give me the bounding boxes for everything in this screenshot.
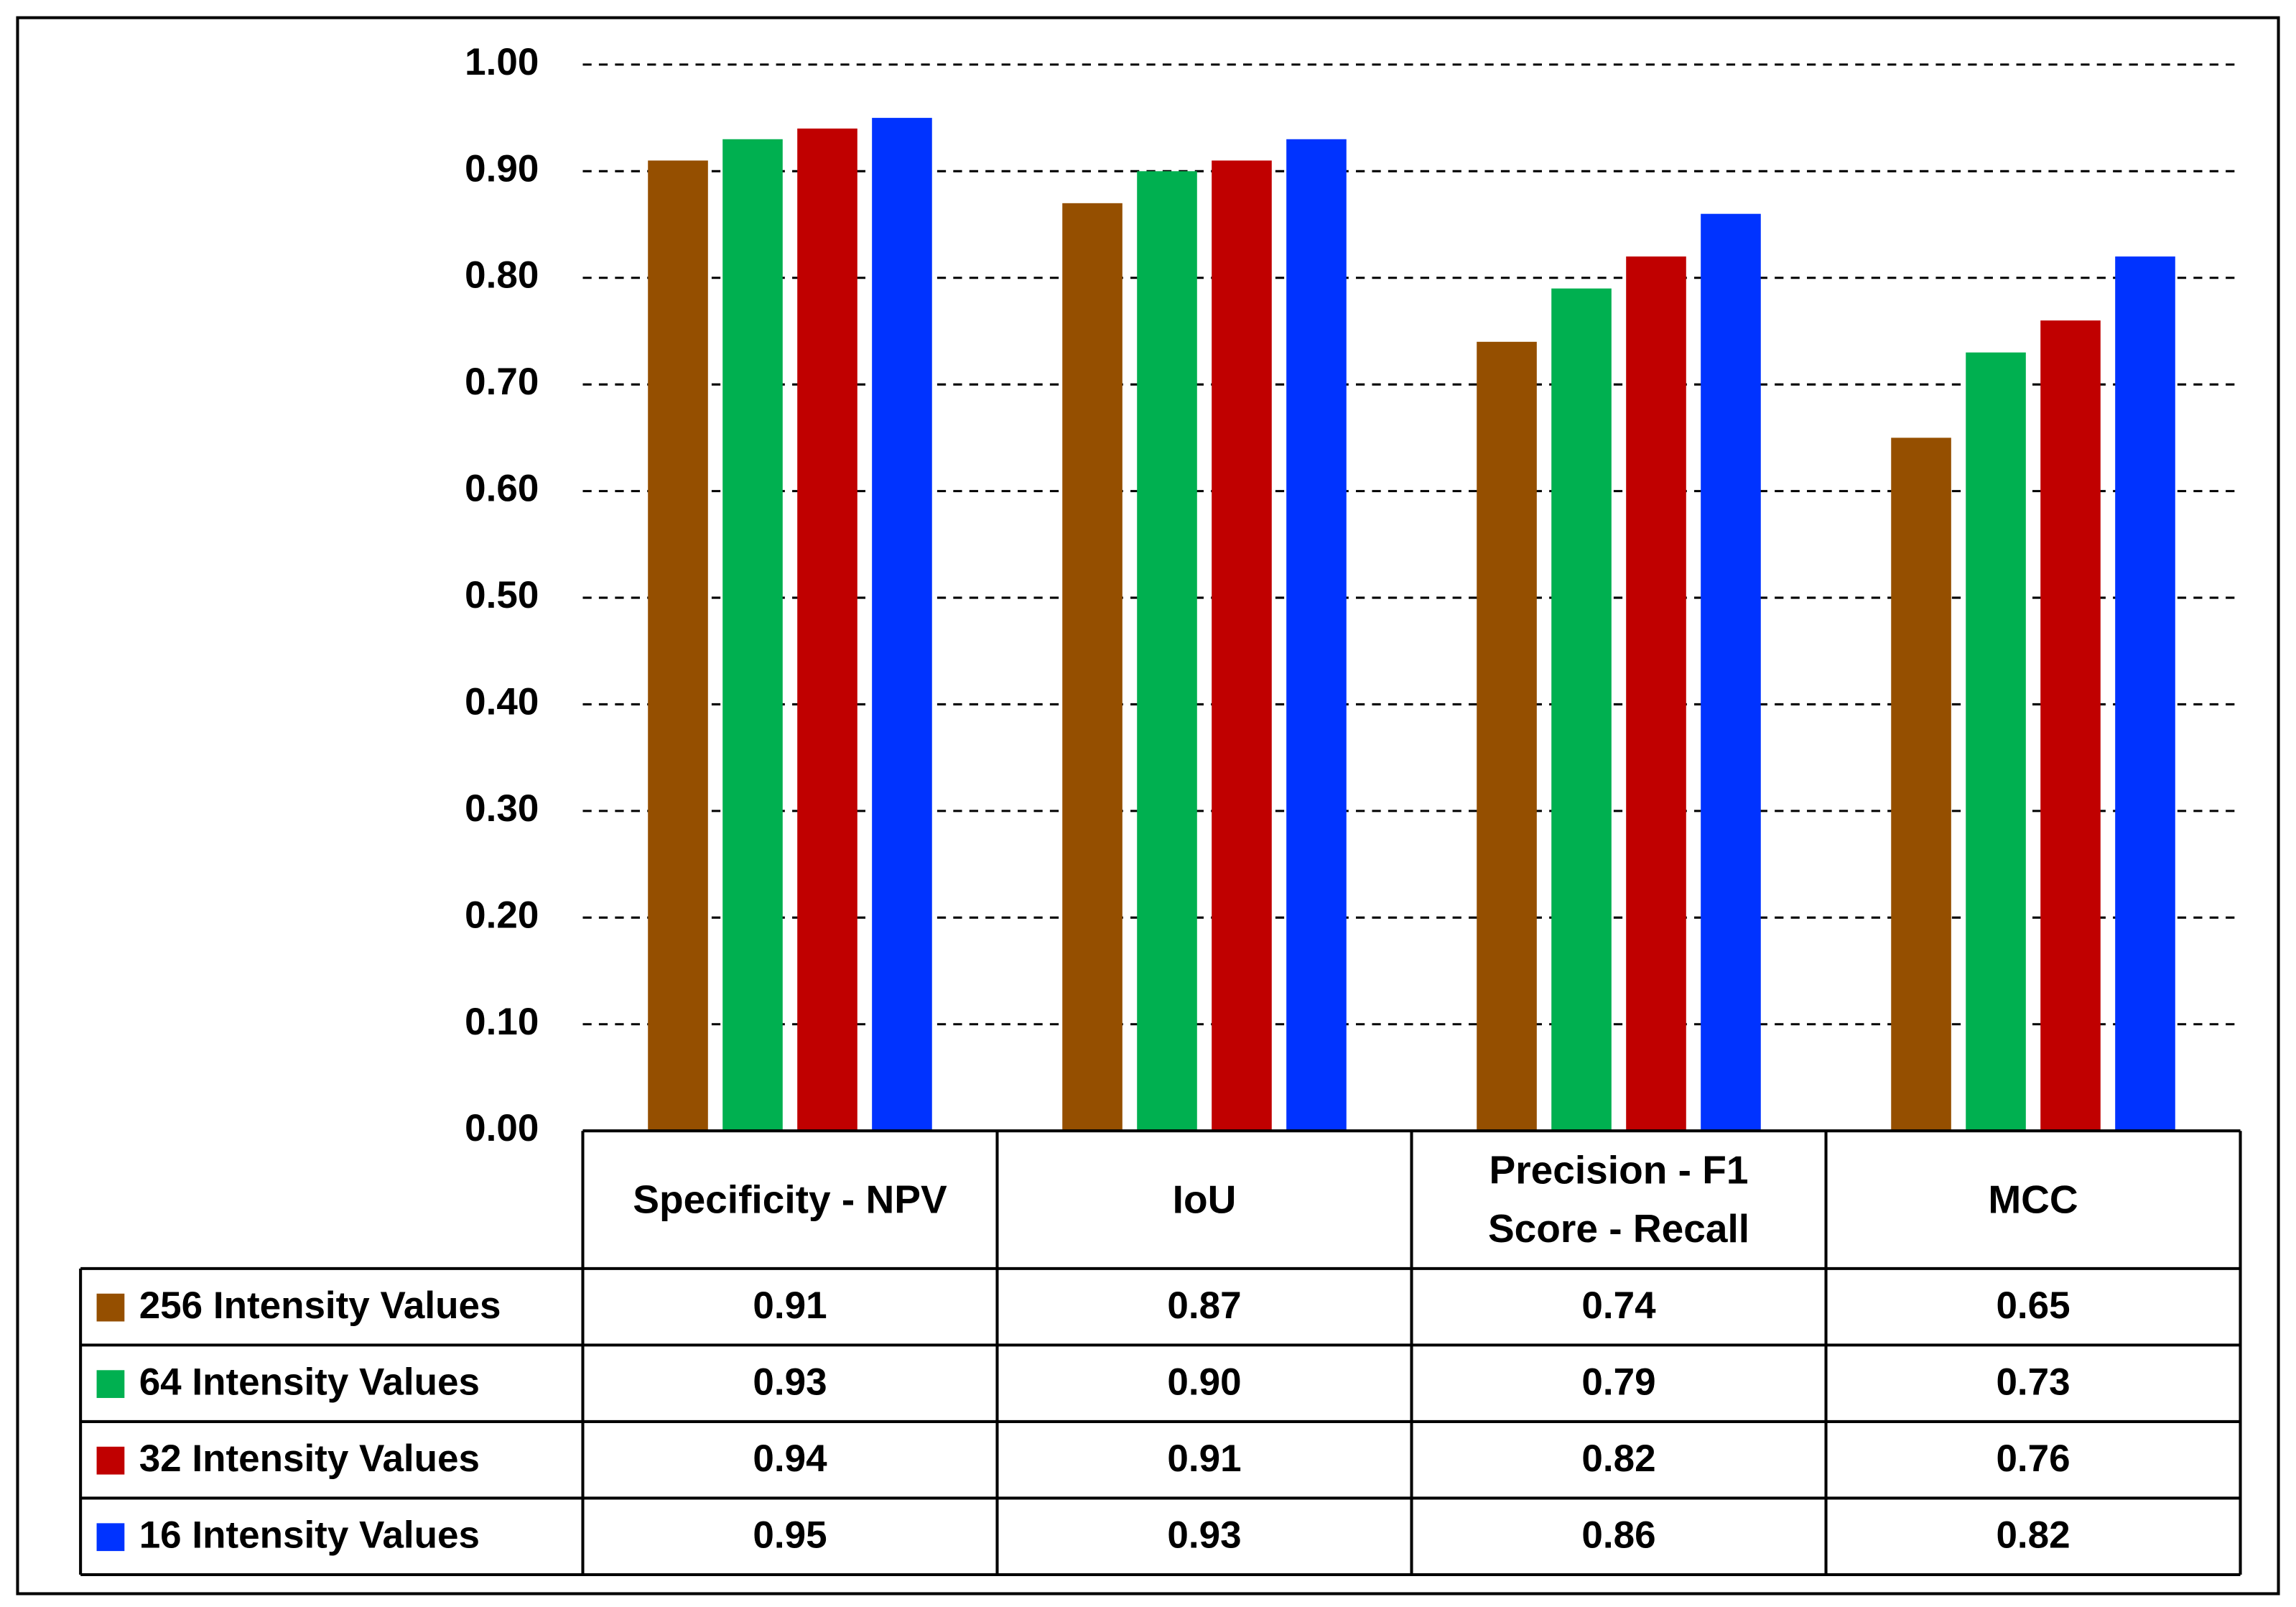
legend-swatch: [96, 1446, 125, 1475]
table-value: 0.95: [753, 1514, 827, 1557]
table-value: 0.93: [1167, 1514, 1241, 1557]
y-tick-label: 0.30: [465, 787, 539, 830]
bar: [1062, 203, 1123, 1131]
bar: [1477, 341, 1537, 1131]
y-tick-label: 1.00: [465, 41, 539, 83]
bar: [2115, 256, 2175, 1131]
bar: [1966, 352, 2026, 1131]
table-value: 0.76: [1996, 1437, 2070, 1480]
x-tick-label-box: MCC: [1988, 1177, 2078, 1222]
table-value: 0.86: [1581, 1514, 1655, 1557]
table-value: 0.82: [1581, 1437, 1655, 1480]
table-value: 0.87: [1167, 1284, 1241, 1327]
legend-label: 16 Intensity Values: [139, 1514, 480, 1557]
x-tick-label: IoU: [1172, 1177, 1237, 1222]
bar: [648, 160, 708, 1131]
table-value: 0.82: [1996, 1514, 2070, 1557]
x-tick-label-box: Precision - F1 Score - Recall: [1487, 1147, 1750, 1251]
y-tick-label: 0.60: [465, 468, 539, 510]
legend-label: 256 Intensity Values: [139, 1284, 501, 1327]
legend-swatch: [96, 1293, 125, 1322]
bar: [1286, 139, 1347, 1131]
x-tick-label: Specificity - NPV: [633, 1177, 947, 1222]
bar: [722, 139, 783, 1131]
x-tick-label-box: IoU: [1172, 1177, 1237, 1222]
x-tick-label-box: Specificity - NPV: [633, 1177, 947, 1222]
y-tick-label: 0.10: [465, 1001, 539, 1043]
legend-swatch: [96, 1370, 125, 1399]
y-tick-label: 0.00: [465, 1107, 539, 1149]
x-tick-label: MCC: [1988, 1177, 2078, 1222]
y-tick-label: 0.20: [465, 894, 539, 936]
legend-swatch: [96, 1523, 125, 1552]
table-value: 0.91: [1167, 1437, 1241, 1480]
table-value: 0.94: [753, 1437, 827, 1480]
bar: [1626, 256, 1686, 1131]
bar: [797, 128, 857, 1131]
legend-label: 64 Intensity Values: [139, 1361, 480, 1404]
y-tick-label: 0.40: [465, 680, 539, 723]
bar: [872, 118, 932, 1131]
x-tick-label: Precision - F1 Score - Recall: [1487, 1147, 1750, 1251]
table-value: 0.65: [1996, 1284, 2070, 1327]
table-value: 0.93: [753, 1361, 827, 1404]
bar: [1551, 288, 1612, 1131]
bar: [1701, 213, 1761, 1131]
table-value: 0.90: [1167, 1361, 1241, 1404]
bar: [1212, 160, 1272, 1131]
table-value: 0.79: [1581, 1361, 1655, 1404]
y-tick-label: 0.90: [465, 147, 539, 190]
legend-label: 32 Intensity Values: [139, 1437, 480, 1480]
table-value: 0.74: [1581, 1284, 1656, 1327]
bar: [1891, 437, 1951, 1131]
y-tick-label: 0.80: [465, 254, 539, 297]
bar: [1137, 171, 1197, 1131]
table-value: 0.73: [1996, 1361, 2070, 1404]
y-tick-label: 0.70: [465, 361, 539, 403]
y-tick-label: 0.50: [465, 574, 539, 616]
bar: [2040, 320, 2101, 1131]
table-value: 0.91: [753, 1284, 827, 1327]
